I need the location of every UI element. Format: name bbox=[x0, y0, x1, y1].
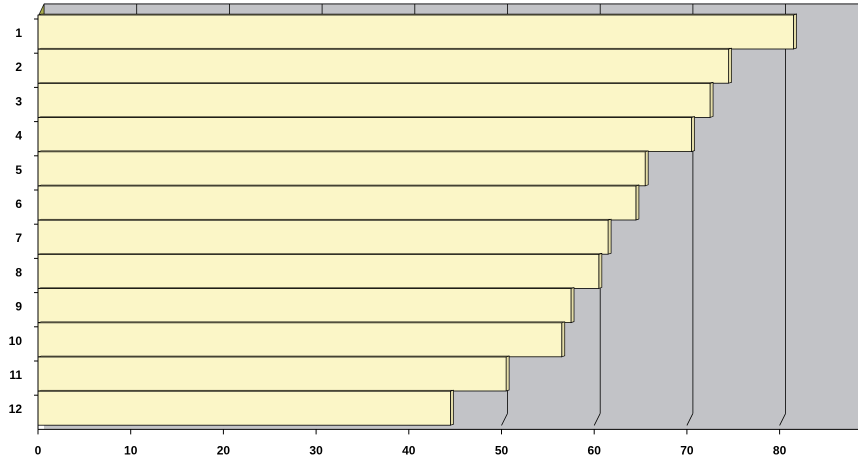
bars bbox=[37, 13, 797, 426]
bar bbox=[37, 81, 714, 118]
bar-end-face bbox=[607, 218, 612, 255]
x-tick-label: 60 bbox=[588, 443, 602, 457]
x-tick-label: 80 bbox=[773, 443, 787, 457]
gridline-floor bbox=[501, 413, 508, 426]
bar-front-face bbox=[37, 219, 609, 255]
bar-front-face bbox=[37, 48, 730, 84]
y-tick-label: 11 bbox=[9, 368, 22, 382]
bar-front-face bbox=[37, 390, 451, 426]
bar-front-face bbox=[37, 14, 794, 50]
bar-end-face bbox=[598, 252, 603, 289]
gridline-floor bbox=[779, 413, 786, 426]
bar-front-face bbox=[37, 322, 563, 358]
x-tick-label: 10 bbox=[124, 443, 138, 457]
y-tick-label: 3 bbox=[15, 94, 22, 108]
bar-end-face bbox=[635, 184, 640, 221]
y-tick-label: 5 bbox=[15, 163, 22, 177]
bar bbox=[37, 116, 695, 153]
bar-front-face bbox=[37, 288, 572, 324]
bar-front-face bbox=[37, 356, 507, 392]
y-tick-label: 7 bbox=[15, 231, 22, 245]
bar bbox=[37, 47, 732, 84]
bar bbox=[37, 184, 640, 221]
gridline-floor bbox=[593, 413, 601, 426]
bar-end-face bbox=[450, 389, 454, 426]
bar-end-face bbox=[793, 13, 797, 50]
bar-front-face bbox=[37, 151, 646, 187]
bar bbox=[37, 13, 797, 50]
bar bbox=[37, 252, 603, 289]
x-tick-label: 20 bbox=[217, 443, 231, 457]
bar bbox=[37, 355, 510, 392]
bar-end-face bbox=[709, 81, 714, 118]
bar-front-face bbox=[37, 253, 600, 289]
y-tick-label: 12 bbox=[9, 402, 23, 416]
y-tick-label: 9 bbox=[15, 300, 22, 314]
x-tick-label: 30 bbox=[309, 443, 323, 457]
bar bbox=[37, 218, 612, 255]
bar-end-face bbox=[561, 321, 566, 358]
bar-end-face bbox=[570, 287, 575, 324]
gridline-floor bbox=[686, 413, 694, 426]
x-tick-label: 70 bbox=[680, 443, 694, 457]
bar bbox=[37, 287, 575, 324]
x-tick-label: 0 bbox=[35, 443, 42, 457]
y-tick-label: 4 bbox=[15, 129, 22, 143]
bar-front-face bbox=[37, 83, 711, 118]
bar-end-face bbox=[691, 116, 695, 153]
y-tick-label: 8 bbox=[15, 265, 22, 279]
y-tick-label: 10 bbox=[9, 334, 23, 348]
x-tick-label: 50 bbox=[495, 443, 509, 457]
y-tick-label: 2 bbox=[15, 60, 22, 74]
bar bbox=[37, 321, 566, 358]
bar bbox=[37, 150, 649, 187]
y-tick-label: 1 bbox=[15, 26, 22, 40]
bar-front-face bbox=[37, 117, 692, 152]
bar-end-face bbox=[505, 355, 510, 392]
axes bbox=[34, 15, 858, 435]
bar-front-face bbox=[37, 185, 637, 221]
bar bbox=[37, 389, 454, 426]
bar-end-face bbox=[644, 150, 649, 187]
bar-end-face bbox=[728, 47, 732, 84]
x-tick-label: 40 bbox=[402, 443, 416, 457]
y-tick-label: 6 bbox=[15, 197, 22, 211]
